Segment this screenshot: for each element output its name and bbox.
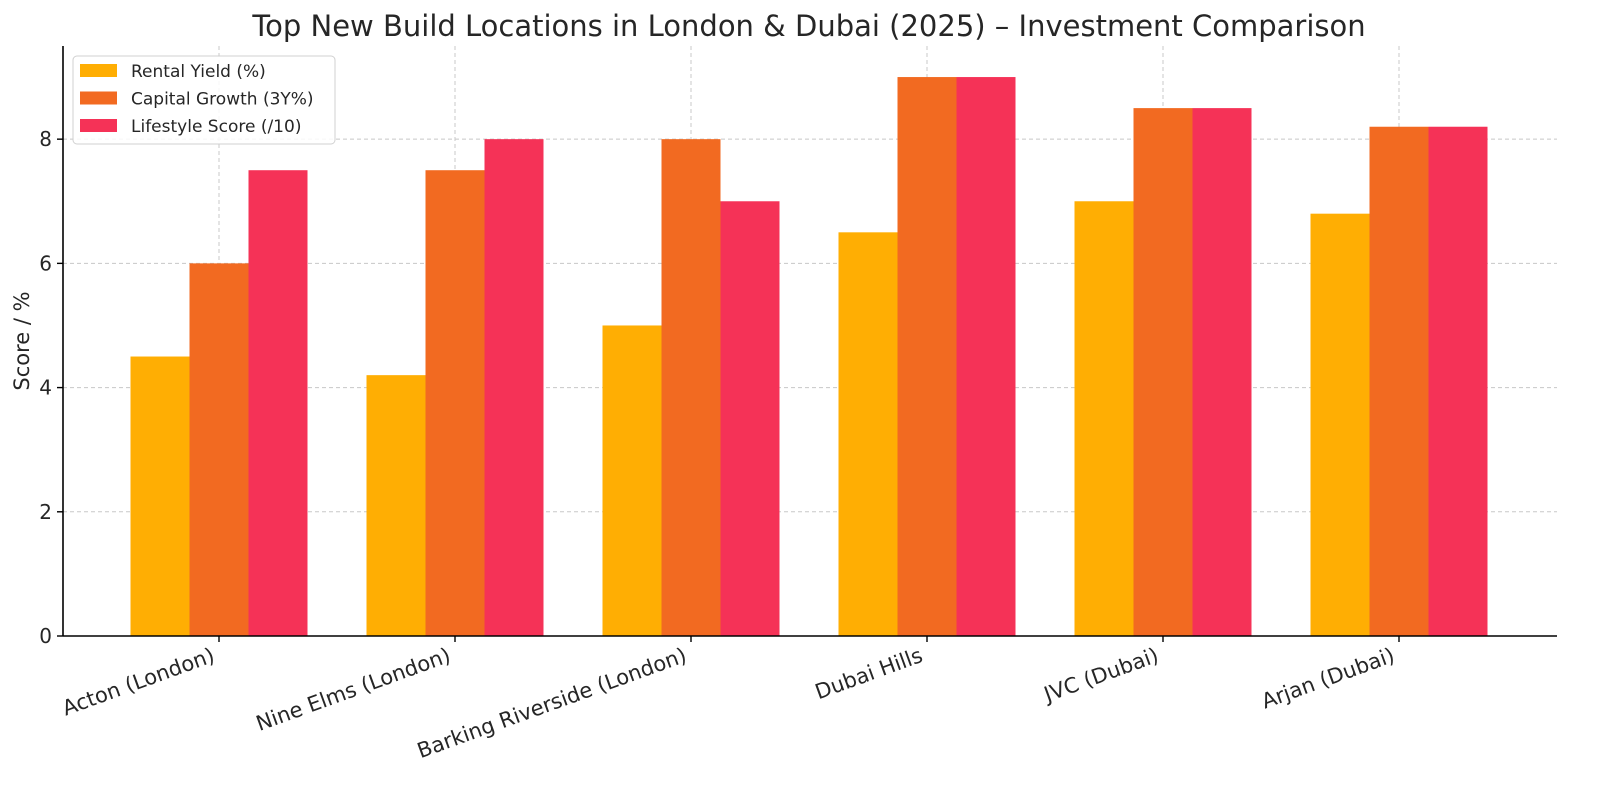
legend: Rental Yield (%) Capital Growth (3Y%) Life…: [72, 55, 336, 145]
bar: [1428, 126, 1488, 636]
y-tick-label: 0: [39, 624, 52, 648]
y-tick-label: 4: [39, 376, 52, 400]
y-tick-label: 8: [39, 127, 52, 151]
legend-label: Capital Growth (3Y%): [131, 90, 314, 110]
bar: [366, 375, 426, 636]
bar: [248, 170, 308, 637]
y-axis-label: Score / %: [10, 291, 34, 390]
legend-swatch: [80, 91, 117, 105]
legend-label: Rental Yield (%): [131, 62, 266, 82]
x-tick-label: Barking Riverside (London): [414, 643, 690, 763]
bar: [189, 263, 249, 636]
bar: [484, 139, 544, 636]
axes: [62, 46, 1557, 637]
bar: [1133, 108, 1193, 636]
x-tick-label: Arjan (Dubai): [1258, 643, 1397, 713]
y-axis-ticks: 0 2 4 6 8: [39, 127, 63, 648]
y-tick-label: 2: [39, 500, 52, 524]
bar: [661, 139, 721, 636]
x-tick-label: Nine Elms (London): [253, 643, 454, 736]
bar: [1310, 213, 1370, 636]
legend-label: Lifestyle Score (/10): [131, 117, 301, 137]
bars: [130, 77, 1488, 637]
legend-swatch: [80, 64, 117, 77]
bar: [130, 356, 190, 636]
legend-box: [72, 55, 336, 145]
bar: [1074, 201, 1134, 636]
y-tick-label: 6: [39, 251, 52, 275]
bar: [1369, 126, 1429, 636]
bar: [425, 170, 485, 637]
x-tick-label: Dubai Hills: [812, 643, 926, 704]
chart-title: Top New Build Locations in London & Duba…: [251, 9, 1365, 43]
x-tick-label: Acton (London): [59, 643, 218, 720]
x-tick-label: JVC (Dubai): [1039, 643, 1162, 707]
bar: [838, 232, 898, 636]
bar: [956, 77, 1016, 637]
x-axis-ticks: Acton (London) Nine Elms (London)Barking …: [59, 636, 1400, 763]
bar: [720, 201, 780, 636]
bar: [897, 77, 957, 637]
bar: [1192, 108, 1252, 636]
bar: [602, 325, 662, 636]
legend-swatch: [80, 119, 117, 132]
